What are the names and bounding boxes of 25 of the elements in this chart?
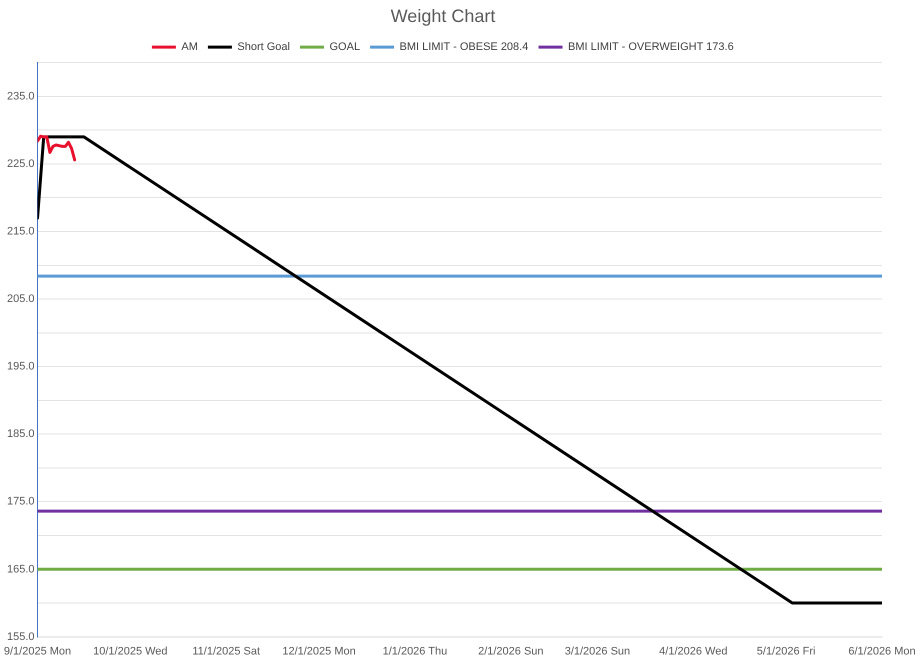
x-tick-label: 2/1/2026 Sun — [478, 645, 544, 658]
y-tick-label: 235.0 — [6, 90, 35, 102]
x-tick-label: 3/1/2026 Sun — [564, 645, 630, 658]
legend-label: Short Goal — [237, 41, 290, 54]
y-tick-label: 175.0 — [6, 496, 35, 508]
x-tick-label: 11/1/2025 Sat — [192, 645, 260, 658]
x-tick-label: 6/1/2026 Mon — [848, 645, 916, 658]
x-tick-label: 4/1/2026 Wed — [659, 645, 728, 658]
y-tick-label: 195.0 — [6, 360, 35, 373]
legend-label: AM — [181, 41, 198, 54]
y-tick-label: 225.0 — [6, 158, 35, 170]
x-tick-label: 12/1/2025 Mon — [282, 645, 356, 658]
legend-label: BMI LIMIT - OBESE 208.4 — [400, 41, 528, 54]
x-tick-label: 10/1/2025 Wed — [93, 645, 168, 658]
y-tick-label: 185.0 — [6, 428, 35, 440]
y-tick-label: 215.0 — [6, 226, 35, 238]
y-tick-label: 155.0 — [6, 630, 35, 643]
chart-title: Weight Chart — [390, 6, 496, 26]
x-tick-label: 5/1/2026 Fri — [756, 645, 816, 658]
y-tick-label: 205.0 — [6, 293, 35, 306]
legend-label: GOAL — [329, 41, 360, 54]
y-tick-label: 165.0 — [6, 563, 35, 576]
legend-label: BMI LIMIT - OVERWEIGHT 173.6 — [568, 41, 734, 54]
x-tick-label: 1/1/2026 Thu — [382, 645, 448, 658]
x-tick-label: 9/1/2025 Mon — [4, 645, 72, 658]
